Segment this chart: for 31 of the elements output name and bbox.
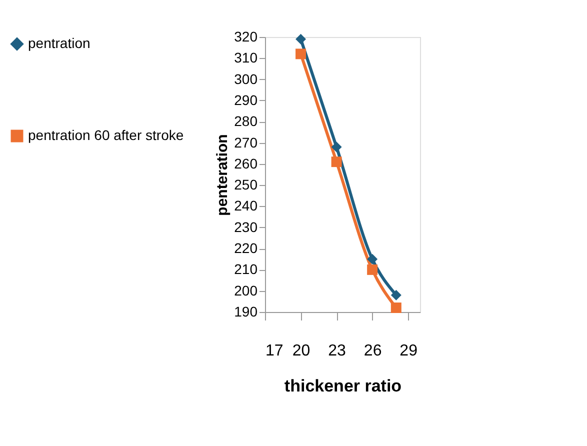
y-tick-label: 200 (234, 282, 258, 298)
y-axis-title: penteration (214, 134, 232, 216)
y-tick-label: 290 (234, 92, 258, 108)
y-tick-label: 240 (234, 198, 258, 214)
x-tick-label: 26 (364, 342, 382, 360)
x-tick-label: 23 (328, 342, 346, 360)
legend-label: pentration 60 after stroke (28, 127, 184, 143)
y-tick-label: 310 (234, 50, 258, 66)
x-axis-title: thickener ratio (284, 376, 402, 396)
legend-label: pentration (28, 35, 90, 51)
point (367, 264, 378, 275)
point (296, 34, 306, 44)
x-tick-label: 29 (400, 342, 418, 360)
point (367, 254, 378, 264)
y-tick-label: 250 (234, 176, 258, 193)
y-tick-label: 220 (234, 240, 258, 256)
y-tick-label: 320 (234, 28, 258, 44)
y-tick-label: 190 (234, 304, 258, 320)
y-tick-label: 210 (234, 261, 258, 278)
y-tick-label: 260 (234, 155, 258, 172)
y-tick-label: 270 (234, 134, 258, 150)
point (296, 48, 306, 60)
y-tick-label: 300 (234, 70, 258, 87)
point (390, 302, 402, 314)
y-tick-label: 280 (234, 113, 258, 130)
point (331, 156, 342, 168)
y-tick-label: 230 (234, 218, 258, 235)
x-tick-label: 17 (266, 342, 284, 360)
point (390, 290, 402, 300)
x-tick-label: 20 (292, 342, 310, 360)
point (331, 142, 342, 152)
